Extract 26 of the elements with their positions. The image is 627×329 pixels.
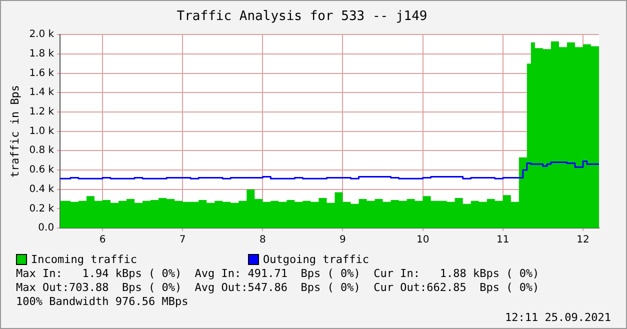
x-tick-label: 9 [340,234,346,246]
x-tick-label: 11 [496,234,510,246]
y-axis-title: traffic in Bps [8,84,22,178]
x-tick-label: 7 [179,234,186,246]
y-tick-label: 1.8 k [29,48,54,60]
x-tick-label: 6 [99,234,106,246]
y-tick-label: 1.4 k [29,87,54,98]
legend-label: Outgoing traffic [263,253,369,266]
y-tick-label: 0.4 k [29,184,54,195]
y-tick-label: 0.2 k [29,203,54,214]
text: Max Out:703.88 Bps ( 0%) Avg Out:547.86 Bps ( 0%) Cur Out:662.85 Bps ( 0%) [16,281,540,295]
x-tick-label: 10 [416,234,430,246]
chart-title: Traffic Analysis for 533 -- j149 [176,9,428,24]
x-tick-label: 12 [576,234,590,246]
legend-label: Incoming traffic [31,253,137,266]
y-tick-label: 0.6 k [29,164,54,176]
x-tick-label: 8 [259,234,266,246]
y-tick-label: 1.0 k [29,126,54,137]
y-tick-label: 0.0 [38,222,54,234]
text: 100% Bandwidth 976.56 MBps [16,295,190,309]
y-tick-label: 1.6 k [29,68,54,79]
y-tick-label: 2.0 k [29,29,54,40]
text: Max In: 1.94 kBps ( 0%) Avg In: 491.71 Bps ( 0%) Cur In: 1.88 kBps ( 0%) [16,267,540,281]
y-tick-label: 1.2 k [29,106,54,118]
text: 12:11 25.09.2021 [504,311,611,325]
y-tick-label: 0.8 k [29,145,54,156]
